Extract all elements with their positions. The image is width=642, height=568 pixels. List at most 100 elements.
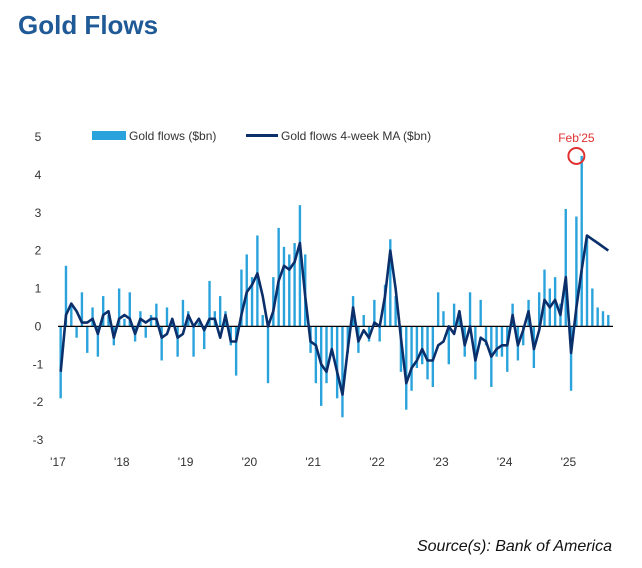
bar <box>383 284 387 327</box>
bar <box>250 277 254 327</box>
bar <box>91 307 94 327</box>
bar <box>203 326 206 350</box>
bar <box>495 326 498 357</box>
bar <box>197 322 201 327</box>
y-tick-label: -3 <box>33 433 44 447</box>
bar <box>479 299 482 327</box>
y-axis: 5 4 3 2 1 0 -1 -2 -3 <box>33 130 44 447</box>
x-tick-label: '17 <box>50 455 66 469</box>
bar <box>117 288 121 327</box>
annotation-circle <box>567 146 586 165</box>
bar <box>500 326 504 357</box>
bar <box>171 322 174 327</box>
bar <box>86 326 89 353</box>
bar <box>176 326 179 357</box>
y-tick-label: 2 <box>35 244 42 258</box>
bar <box>149 315 153 327</box>
bar <box>585 235 589 327</box>
bar <box>543 269 546 327</box>
bar <box>266 326 270 384</box>
bar <box>468 292 472 327</box>
bar <box>75 326 78 338</box>
source-note: Source(s): Bank of America <box>416 538 612 555</box>
legend-label-bars: Gold flows ($bn) <box>129 129 216 143</box>
bar <box>522 326 525 346</box>
bar <box>240 269 243 327</box>
bar <box>378 326 381 342</box>
bar <box>181 299 185 327</box>
bar <box>447 326 450 365</box>
bar-series <box>59 155 610 418</box>
bar <box>64 265 68 327</box>
bar <box>70 303 73 327</box>
bar <box>452 303 456 327</box>
chart-legend: Gold flows ($bn) Gold flows 4-week MA ($… <box>92 129 431 143</box>
x-tick-label: '18 <box>114 455 130 469</box>
bar <box>362 315 365 327</box>
bar <box>335 326 339 399</box>
bar <box>101 296 105 327</box>
bar <box>373 299 376 327</box>
bar <box>256 235 259 327</box>
x-tick-label: '25 <box>561 455 577 469</box>
bar <box>389 239 392 327</box>
bar <box>591 288 594 327</box>
bar <box>442 311 445 327</box>
bar <box>405 326 408 410</box>
y-tick-label: -2 <box>33 395 44 409</box>
y-tick-label: -1 <box>33 357 44 371</box>
x-tick-label: '22 <box>369 455 385 469</box>
bar <box>399 326 403 372</box>
annotation-label: Feb'25 <box>558 131 595 145</box>
bar <box>128 292 131 327</box>
bar <box>341 326 344 418</box>
y-tick-label: 0 <box>35 319 42 333</box>
bar <box>484 326 488 346</box>
bar <box>314 326 318 384</box>
legend-swatch-bars <box>92 131 126 140</box>
feb25-annotation: Feb'25 <box>558 131 595 165</box>
bar <box>537 292 541 327</box>
bar <box>436 292 440 327</box>
bar <box>330 326 334 353</box>
bar <box>415 326 419 369</box>
page-title: Gold Flows <box>18 10 159 40</box>
x-tick-label: '19 <box>178 455 194 469</box>
bar <box>410 326 413 391</box>
bar <box>575 216 578 327</box>
x-axis: '17 '18 '19 '20 '21 '22 '23 '24 '25 <box>50 455 576 469</box>
x-tick-label: '24 <box>497 455 513 469</box>
bar <box>596 307 599 327</box>
y-tick-label: 4 <box>35 168 42 182</box>
bar <box>218 296 222 327</box>
bar <box>272 277 275 327</box>
bar <box>96 326 100 357</box>
bar <box>80 292 84 327</box>
bar <box>569 326 573 391</box>
bar <box>160 326 163 361</box>
bar <box>394 296 397 327</box>
ma-line <box>59 234 610 396</box>
bar <box>192 326 195 357</box>
bar <box>288 254 291 327</box>
bar <box>155 303 158 327</box>
bar <box>282 246 286 327</box>
bar <box>123 318 126 327</box>
bar <box>144 326 147 338</box>
x-tick-label: '20 <box>242 455 258 469</box>
bar <box>261 315 264 327</box>
bar <box>325 326 328 384</box>
bar <box>165 307 169 327</box>
bar <box>580 155 583 327</box>
bar <box>601 311 605 327</box>
bar <box>234 326 238 376</box>
bar <box>208 280 211 327</box>
x-tick-label: '23 <box>433 455 449 469</box>
x-tick-label: '21 <box>305 455 321 469</box>
bar <box>564 208 567 327</box>
bar <box>506 326 509 372</box>
bar <box>298 205 302 327</box>
ma-line-series <box>59 234 610 396</box>
bar <box>293 243 296 327</box>
